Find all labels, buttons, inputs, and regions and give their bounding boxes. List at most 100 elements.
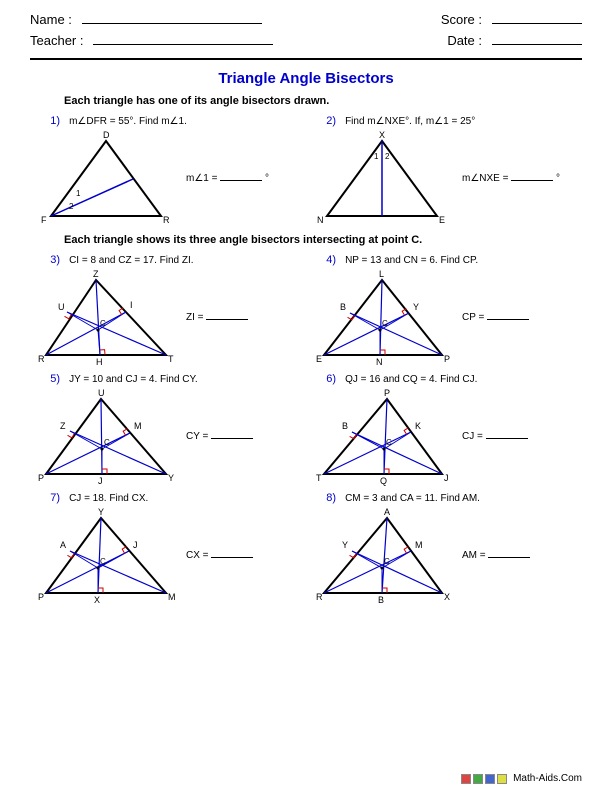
svg-text:J: J [133,540,138,550]
score-field: Score : [441,12,582,27]
header-rule [30,58,582,60]
svg-text:X: X [444,592,450,602]
svg-text:2: 2 [385,152,390,161]
problem-number: 4) [312,254,336,266]
svg-text:I: I [130,300,133,310]
problem-number: 8) [312,492,336,504]
date-blank [492,44,582,45]
teacher-label: Teacher : [30,33,83,48]
worksheet-title: Triangle Angle Bisectors [0,70,612,87]
svg-text:E: E [439,215,445,225]
svg-text:Z: Z [93,269,99,279]
date-label: Date : [447,33,482,48]
triangle-diagram: ARXYMBC [312,508,452,608]
problem-answer: AM = [462,550,530,561]
problem-answer: CJ = [462,431,528,442]
svg-text:P: P [38,592,44,602]
svg-text:Y: Y [342,540,348,550]
svg-text:P: P [384,388,390,398]
problem-text: CJ = 18. Find CX. [69,493,148,504]
svg-text:R: R [163,215,170,225]
svg-text:L: L [379,269,384,279]
triangle-diagram: Z R T U I H C [36,270,176,370]
name-blank [82,23,262,24]
svg-text:1: 1 [374,152,379,161]
svg-text:X: X [94,595,100,605]
svg-text:K: K [415,421,421,431]
problem-answer: m∠1 = ° [186,173,269,184]
header-row-1: Name : Score : [0,0,612,31]
section1-instruction: Each triangle has one of its angle bisec… [64,95,612,107]
svg-text:B: B [340,302,346,312]
svg-text:Y: Y [168,473,174,483]
svg-text:C: C [382,319,388,328]
svg-text:F: F [41,215,47,225]
svg-text:Z: Z [60,421,66,431]
problem-text: Find m∠NXE°. If, m∠1 = 25° [345,116,475,127]
svg-text:H: H [96,357,103,367]
problem-answer: CP = [462,312,529,323]
score-blank [492,23,582,24]
svg-text:1: 1 [76,189,81,198]
svg-text:X: X [379,130,385,140]
footer: Math-Aids.Com [461,773,582,784]
svg-text:T: T [168,354,174,364]
problem-text: QJ = 16 and CQ = 4. Find CJ. [345,374,477,385]
header-row-2: Teacher : Date : [0,31,612,52]
name-label: Name : [30,12,72,27]
svg-text:C: C [100,319,106,328]
svg-text:2: 2 [69,202,74,211]
svg-text:P: P [444,354,450,364]
triangle-diagram: YPMAJXC [36,508,176,608]
problem-2: 2) Find m∠NXE°. If, m∠1 = 25° X N E 12 m∠NX… [306,113,582,232]
svg-text:N: N [376,357,383,367]
problem-text: NP = 13 and CN = 6. Find CP. [345,255,478,266]
problem-answer: ZI = [186,312,248,323]
problem-4: 4) NP = 13 and CN = 6. Find CP. LEPBYNC … [306,252,582,371]
problem-3: 3) CI = 8 and CZ = 17. Find ZI. ZRTUIHC … [30,252,306,371]
svg-text:R: R [316,592,323,602]
problem-text: JY = 10 and CJ = 4. Find CY. [69,374,198,385]
section1-problems: 1) m∠DFR = 55°. Find m∠1. DFR12 m∠1 = ° … [0,113,612,232]
svg-text:A: A [384,507,390,517]
svg-text:B: B [378,595,384,605]
svg-text:R: R [38,354,45,364]
svg-text:U: U [58,302,65,312]
svg-text:C: C [100,557,106,566]
problem-5: 5) JY = 10 and CJ = 4. Find CY. UPYZMJC … [30,371,306,490]
footer-icons [461,774,507,784]
svg-text:N: N [317,215,324,225]
svg-text:M: M [168,592,176,602]
triangle-diagram: X N E 12 [312,131,452,231]
score-label: Score : [441,12,482,27]
footer-site: Math-Aids.Com [513,773,582,784]
svg-text:Y: Y [98,507,104,517]
problem-number: 2) [312,115,336,127]
problem-6: 6) QJ = 16 and CQ = 4. Find CJ. PTJBKQC … [306,371,582,490]
svg-text:P: P [38,473,44,483]
problem-diagram: PTJBKQC [312,389,452,484]
teacher-field: Teacher : [30,33,447,48]
teacher-blank [93,44,273,45]
problem-1: 1) m∠DFR = 55°. Find m∠1. DFR12 m∠1 = ° [30,113,306,232]
svg-text:T: T [316,473,322,483]
svg-text:M: M [134,421,142,431]
svg-text:Y: Y [413,302,419,312]
problem-diagram: X N E 12 [312,131,452,226]
svg-text:M: M [415,540,423,550]
problem-answer: CX = [186,550,253,561]
triangle-diagram: LEPBYNC [312,270,452,370]
triangle-diagram: UPYZMJC [36,389,176,489]
problem-diagram: ARXYMBC [312,508,452,603]
problem-text: CM = 3 and CA = 11. Find AM. [345,493,480,504]
section2-problems: 3) CI = 8 and CZ = 17. Find ZI. ZRTUIHC … [0,252,612,609]
footer-icon-1 [461,774,471,784]
svg-text:U: U [98,388,105,398]
date-field: Date : [447,33,582,48]
problem-text: m∠DFR = 55°. Find m∠1. [69,116,187,127]
problem-number: 3) [36,254,60,266]
problem-answer: CY = [186,431,253,442]
problem-answer: m∠NXE = ° [462,173,560,184]
svg-text:C: C [104,438,110,447]
name-field: Name : [30,12,441,27]
